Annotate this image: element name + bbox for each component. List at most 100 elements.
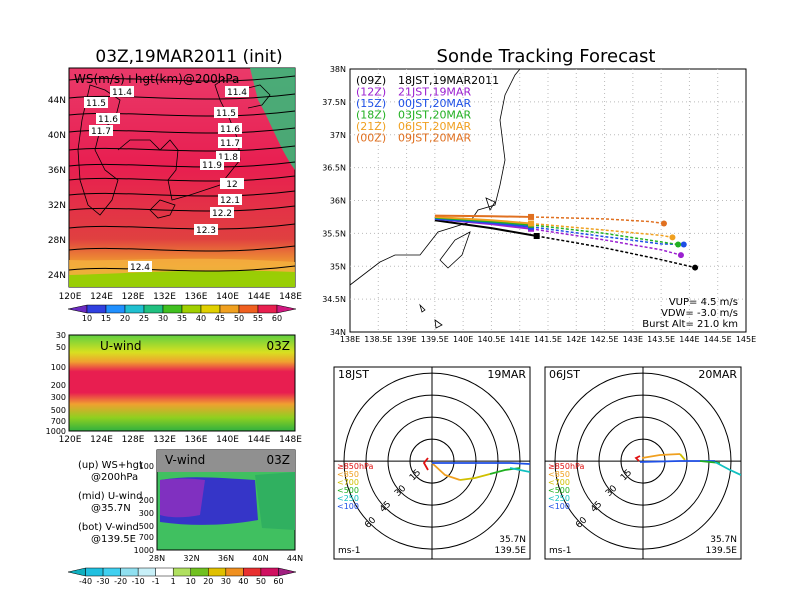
vwind-colorbar-label: 30 [221,577,231,586]
contour-label: 11.9 [202,161,222,171]
contour-label: 11.5 [86,99,106,109]
left-title: 03Z,19MAR2011 (init) [95,47,282,67]
coastline [77,77,271,219]
ws-colorbar: 10 15 20 25 30 35 40 45 50 55 60 [67,304,297,323]
vwind-colorbar-label: -10 [132,577,145,586]
vwind-y-tick-label: 100 [139,462,154,471]
tracking-y-tick-label: 37N [330,131,346,140]
contour-label: 11.7 [220,139,240,149]
vwind-strong-negative [160,478,205,518]
time-label-box [335,368,375,380]
ws-colorbar-cell [124,304,145,314]
level-legend: <250 [548,494,570,503]
level-legend: <500 [337,486,359,495]
tracking-y-ticks: 38N 37.5N 37N 36.5N 36N 35.5N 35N 34.5N 34N [322,65,346,337]
tracking-x-ticks: 138E 138.5E 139E 139.5E 140E 140.5E 141E 141.5E… [340,335,756,344]
contour-label-box [84,97,108,108]
contour-label-box [194,224,218,235]
burst-marker [528,213,535,220]
vwind-colorbar-cell [260,567,279,577]
map-x-tick-label: 124E [90,292,113,302]
hodograph-time: 06JST [549,368,580,381]
landing-marker [680,241,687,248]
vwind-colorbar-cell [137,567,156,577]
note-line: (mid) U-wind [78,491,142,502]
hodograph-rings [545,367,741,559]
tracking-x-tick-label: 143.5E [647,335,675,344]
landing-marker [677,252,684,259]
legend-code: (18Z) [356,109,386,122]
landing-marker [675,241,682,248]
tracking-frame [349,68,747,333]
uwind-label: U-wind [100,339,141,353]
legend-text: 00JST,20MAR [398,97,471,110]
uwind-y-tick-label: 300 [51,393,66,402]
vwind-colorbar-label: 10 [186,577,196,586]
vwind-y-tick-label: 300 [139,509,154,518]
note-line: (bot) V-wind [78,522,139,533]
vwind-label: V-wind [165,453,205,467]
uwind-x-tick-label: 136E [185,435,208,445]
contour-label-box [216,151,240,162]
uwind-x-tick-label: 140E [216,435,239,445]
hodograph-lat: 35.7N [499,535,526,545]
ws-colorbar-label: 50 [234,314,244,323]
level-legend: <100 [548,502,570,511]
ws-map-panel: WS(m/s)+hgt(km)@200hPa 11.4 11.411.511.51… [48,67,302,302]
tracking-coastline [349,68,521,329]
legend-code: (21Z) [356,120,386,133]
ws-colorbar-label: 40 [196,314,206,323]
ws-colorbar-cell [219,304,240,314]
hodograph-lon: 139.5E [495,546,527,556]
height-contour [68,110,296,117]
ws-colorbar-cell [67,304,88,314]
ws-colorbar-cell [257,304,278,314]
track-descent-line [531,216,665,225]
contour-label-box [200,159,224,170]
time-label-box [546,368,586,380]
landing-marker [692,264,699,271]
ws-colorbar-label: 10 [82,314,92,323]
uwind-x-tick-label: 132E [153,435,176,445]
note-line: @35.7N [91,503,131,514]
contour-label-box [218,194,242,205]
level-legend: ≥850hPa [337,462,374,471]
track-ascent-line [434,215,532,225]
right-title: Sonde Tracking Forecast [437,46,656,67]
level-legend: <100 [337,502,359,511]
height-contour [68,93,296,100]
uwind-y-tick-label: 500 [51,406,66,415]
contour-label: 12 [226,180,237,190]
vwind-y-tick-label: 500 [139,522,154,531]
vwind-y-tick-label: 1000 [134,546,154,555]
vwind-colorbar-cell [208,567,227,577]
uwind-y-tick-label: 50 [56,343,66,352]
contour-label-box [96,113,120,124]
vwind-x-tick-label: 28N [149,554,165,563]
height-contour [68,190,296,197]
legend-text: 18JST,19MAR2011 [398,74,499,87]
tracking-x-tick-label: 139.5E [421,335,449,344]
track-ascent-line [434,219,537,237]
vwind-colorbar: -40 -30 -20 -10 -1 1 10 20 30 40 50 60 [67,567,297,586]
vwind-colorbar-label: -20 [114,577,127,586]
vwind-colorbar-label: 1 [171,577,176,586]
level-legend: <850 [337,470,359,479]
contour-label-box [225,86,249,97]
uwind-x-tick-label: 124E [90,435,113,445]
map-x-tick-label: 136E [185,292,208,302]
vwind-colorbar-cell [172,567,192,577]
track-descent-line [530,228,682,256]
height-contour [68,161,296,168]
uwind-x-tick-label: 128E [122,435,145,445]
level-legend: <500 [548,486,570,495]
uwind-x-tick-label: 144E [248,435,271,445]
tracking-x-tick-label: 138E [340,335,360,344]
vwind-x-tick-label: 32N [183,554,199,563]
contour-label-box [89,125,113,136]
date-label-box [486,368,529,380]
